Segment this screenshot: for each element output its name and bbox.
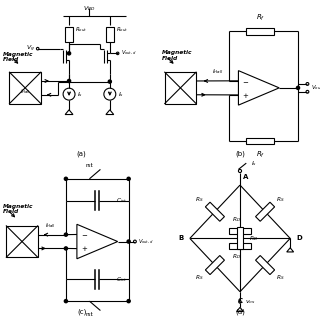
Text: $I_{Hall}$: $I_{Hall}$ (20, 87, 31, 96)
Text: C: C (237, 298, 243, 304)
Circle shape (68, 52, 71, 55)
Bar (106, 27, 114, 42)
Text: $V_{DD}$: $V_{DD}$ (83, 4, 96, 13)
Text: $R_{out}$: $R_{out}$ (116, 25, 128, 34)
Text: B: B (178, 236, 184, 241)
Text: $V_{out,c}$: $V_{out,c}$ (311, 84, 320, 92)
Circle shape (64, 300, 68, 303)
Text: $V_{out,d}$: $V_{out,d}$ (121, 49, 136, 58)
Bar (256, 256, 275, 275)
Text: A: A (243, 174, 249, 180)
Text: $R_{out}$: $R_{out}$ (75, 25, 88, 34)
Bar (205, 256, 224, 275)
Text: (c): (c) (77, 309, 86, 315)
Circle shape (127, 240, 130, 243)
Text: $R_f$: $R_f$ (256, 150, 265, 160)
Text: $V_{out,d}$: $V_{out,d}$ (138, 237, 154, 246)
Text: $I_s$: $I_s$ (251, 159, 257, 168)
Text: $R_S$: $R_S$ (195, 273, 204, 282)
Text: rst: rst (85, 312, 93, 317)
Text: (b): (b) (235, 150, 245, 157)
Bar (6, 226, 38, 257)
Circle shape (127, 300, 130, 303)
Text: $C_{int}$: $C_{int}$ (116, 196, 128, 205)
Text: $-$: $-$ (81, 231, 88, 237)
Text: $+$: $+$ (81, 244, 88, 253)
Text: $+$: $+$ (242, 91, 250, 100)
Text: $R_S$: $R_S$ (276, 195, 285, 204)
Circle shape (127, 177, 130, 180)
Text: $R_D$: $R_D$ (232, 252, 241, 261)
Circle shape (64, 233, 68, 236)
Text: $v_{os}$: $v_{os}$ (245, 298, 255, 306)
Bar (229, 243, 251, 249)
Text: $R_S$: $R_S$ (276, 273, 285, 282)
Bar (65, 27, 73, 42)
Text: (d): (d) (235, 309, 245, 315)
Bar (205, 202, 224, 221)
Bar (256, 202, 275, 221)
Text: $V_g$: $V_g$ (26, 44, 35, 54)
Circle shape (64, 247, 68, 250)
Text: $I_{Hall}$: $I_{Hall}$ (45, 221, 56, 230)
Text: D: D (296, 236, 302, 241)
Text: Magnetic
Field: Magnetic Field (162, 50, 192, 60)
Circle shape (296, 86, 300, 90)
Text: $-$: $-$ (242, 78, 250, 84)
Bar (246, 28, 275, 35)
Text: rst: rst (85, 163, 93, 168)
Circle shape (64, 177, 68, 180)
Text: $R_S$: $R_S$ (195, 195, 204, 204)
Text: Magnetic
Field: Magnetic Field (3, 52, 34, 62)
Text: $R_D$: $R_D$ (249, 234, 259, 243)
Text: $C_{int}$: $C_{int}$ (116, 275, 128, 284)
Bar (246, 138, 275, 144)
Text: (a): (a) (77, 150, 86, 157)
Circle shape (108, 80, 111, 83)
Text: $I_s$: $I_s$ (118, 90, 124, 99)
Text: $R_D$: $R_D$ (232, 215, 241, 224)
Bar (165, 72, 196, 104)
Circle shape (68, 79, 71, 83)
Text: $R_f$: $R_f$ (256, 12, 265, 23)
Bar (229, 228, 251, 234)
Bar (237, 228, 243, 249)
Bar (10, 72, 41, 104)
Text: Magnetic
Field: Magnetic Field (3, 204, 34, 214)
Text: $I_{Hall}$: $I_{Hall}$ (212, 68, 224, 76)
Text: $I_s$: $I_s$ (77, 90, 83, 99)
